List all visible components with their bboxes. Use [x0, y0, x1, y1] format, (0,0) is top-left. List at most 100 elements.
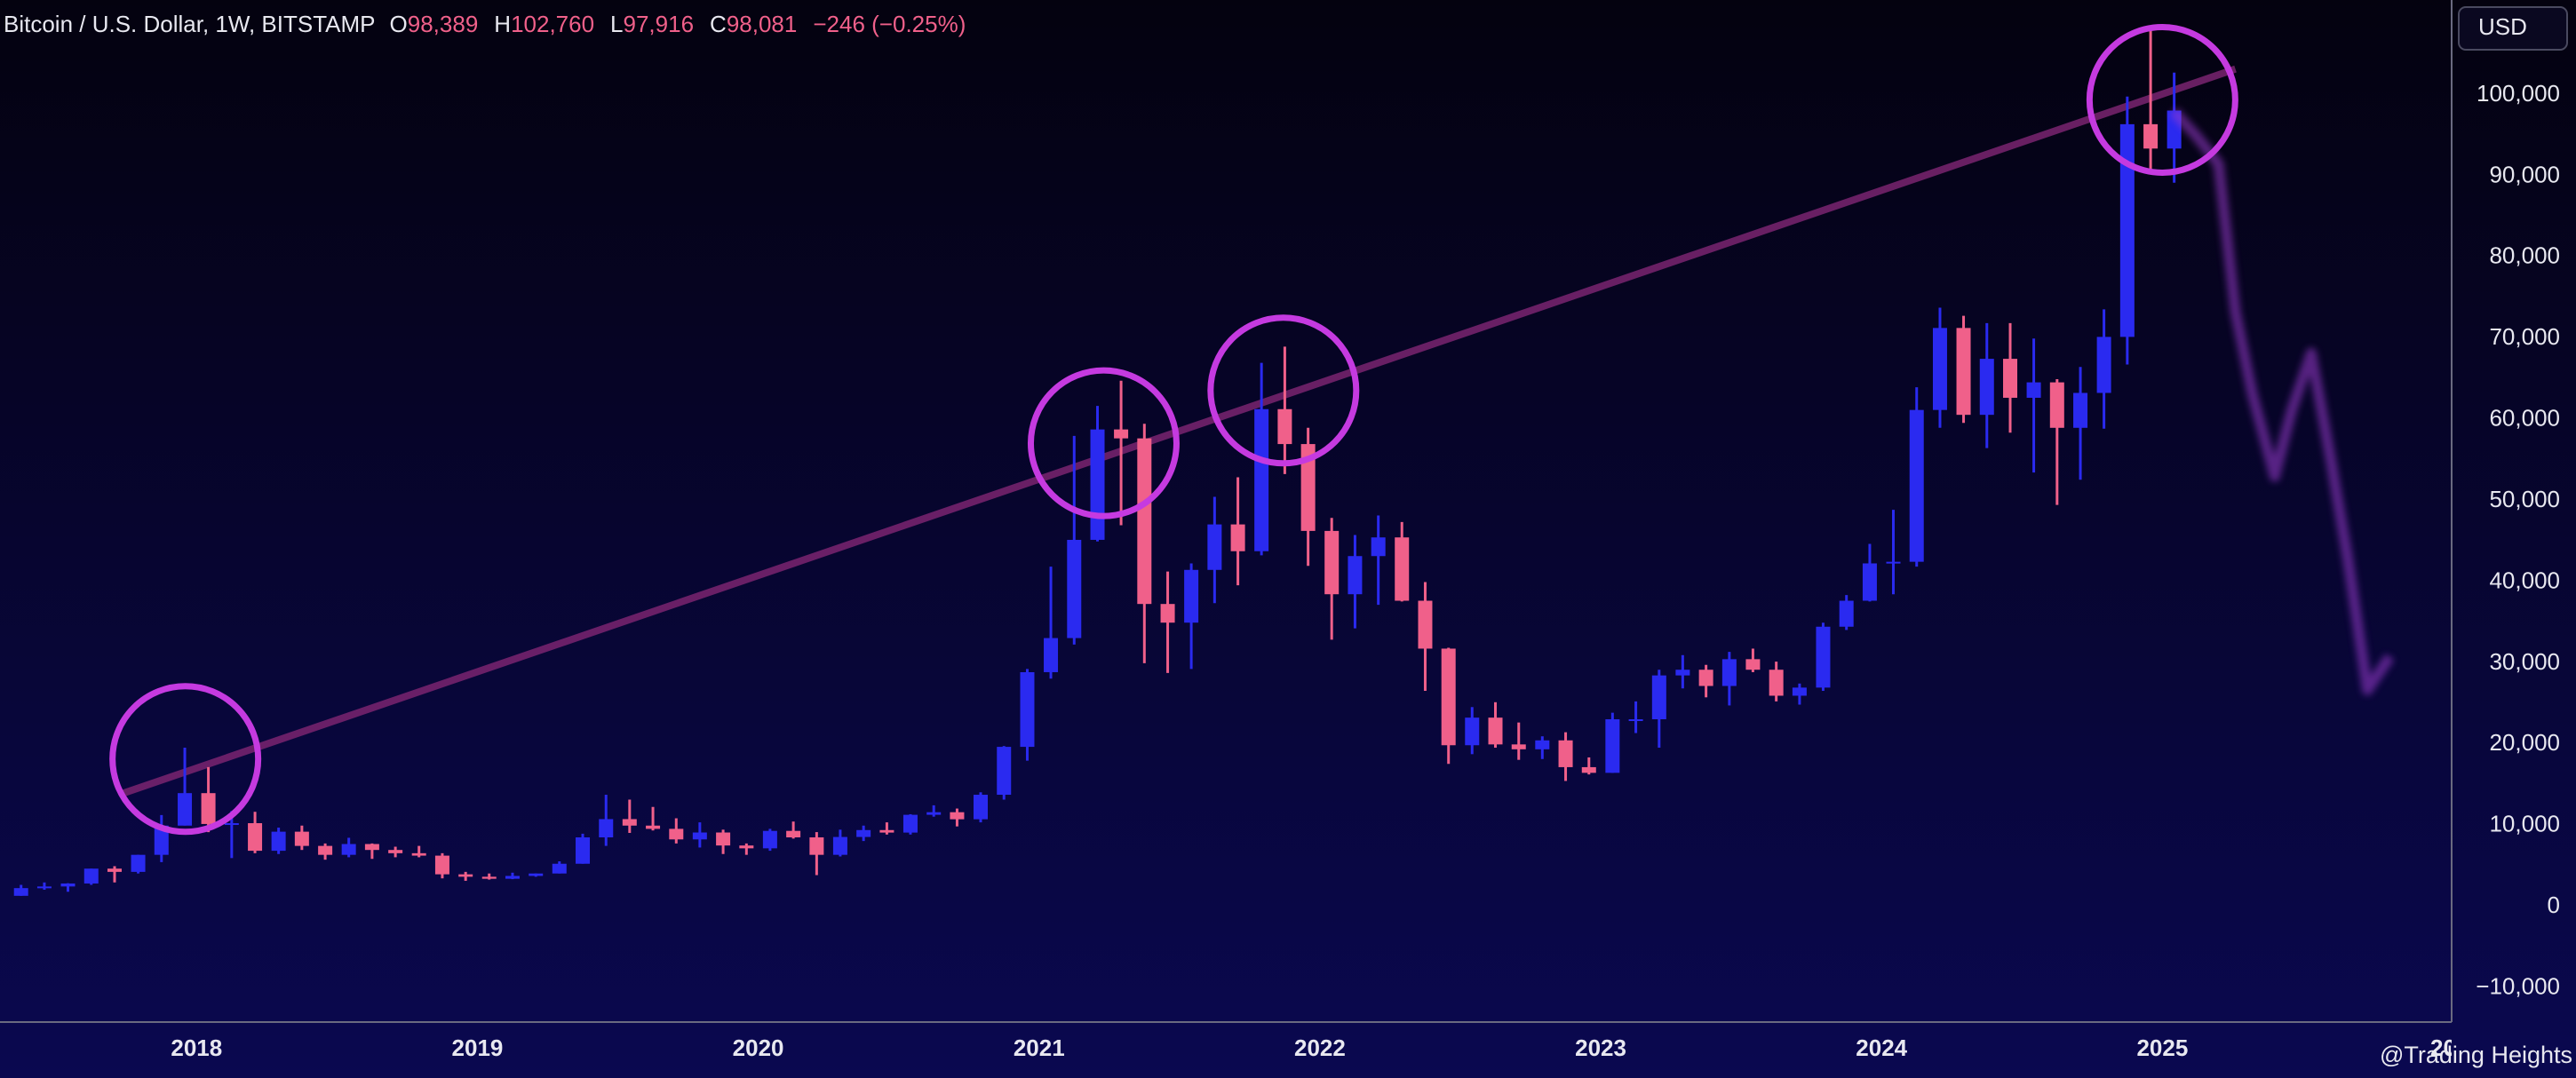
candle-body: [902, 814, 918, 833]
candle-body: [576, 837, 591, 864]
candle-body: [1909, 409, 1924, 562]
candle-body: [552, 863, 567, 874]
candle-body: [1488, 717, 1503, 745]
watermark: @Trading Heights: [2380, 1042, 2572, 1068]
candle-body: [83, 868, 99, 884]
candle-body: [739, 845, 754, 849]
candle-body: [2073, 392, 2088, 428]
header: Bitcoin / U.S. Dollar, 1W, BITSTAMP O98,3…: [4, 11, 966, 38]
symbol: Bitcoin / U.S. Dollar, 1W, BITSTAMP: [4, 11, 376, 37]
candle-body: [1137, 438, 1152, 605]
candle-body: [1114, 429, 1129, 439]
candle-body: [1932, 328, 1947, 410]
candle-body: [1277, 408, 1292, 445]
candle-body: [1956, 328, 1971, 416]
projection: [2169, 107, 2395, 696]
candle-body: [1160, 604, 1175, 623]
change: −246 (−0.25%): [813, 11, 966, 37]
candle-body: [1558, 740, 1573, 767]
candle-body: [1044, 638, 1059, 672]
candle-body: [1465, 717, 1480, 746]
axes: −10,000 0 10,000 20,000 30,000 40,000 50,000 60…: [2476, 80, 2560, 1000]
x-tick-label: 2019: [452, 1034, 504, 1061]
price-axis-panel: [2452, 0, 2576, 1078]
y-tick-label: 50,000: [2489, 486, 2560, 512]
candle-body: [1675, 670, 1690, 676]
candle-body: [1418, 600, 1433, 649]
candle-body: [1184, 569, 1199, 623]
candle-body: [1886, 561, 1901, 564]
candle-body: [762, 830, 777, 849]
candle-body: [1698, 670, 1713, 686]
x-tick-label: 2025: [2136, 1034, 2188, 1061]
candle-body: [1020, 671, 1035, 748]
y-tick-label: 90,000: [2489, 161, 2560, 187]
candle-body: [178, 793, 193, 826]
candle-body: [1371, 537, 1386, 557]
plot-area: 2018 2019 2020 2021 2022 2023 2024 2025 20: [13, 23, 2456, 1061]
y-tick-label: 70,000: [2489, 323, 2560, 350]
candle-body: [2026, 382, 2041, 398]
candle-body: [411, 852, 426, 856]
currency[interactable]: USD: [2478, 13, 2527, 40]
ohlc-label: L: [610, 11, 624, 37]
candle-body: [1535, 740, 1550, 749]
candle-body: [1324, 530, 1340, 595]
x-tick-label: 2020: [733, 1034, 784, 1061]
candle-body: [1745, 659, 1761, 670]
highlight-circle: [2086, 23, 2238, 176]
x-tick-label: 2018: [171, 1034, 222, 1061]
candle-body: [1441, 648, 1456, 746]
candle-body: [950, 812, 965, 820]
candle-body: [505, 876, 520, 879]
ohlc-label: H: [494, 11, 512, 37]
y-tick-label: 20,000: [2489, 729, 2560, 756]
candle-body: [646, 825, 661, 829]
ohlc-value: 98,081: [726, 11, 798, 37]
y-tick-label: −10,000: [2476, 972, 2560, 999]
highlight-circle: [109, 683, 262, 836]
candle-body: [809, 837, 824, 855]
candle-body: [786, 830, 801, 838]
candle-body: [1207, 524, 1222, 570]
candle-body: [926, 812, 942, 815]
candle-body: [1067, 539, 1082, 638]
candle-body: [364, 844, 379, 851]
ohlc: O98,389 H102,760 L97,916 C98,081: [390, 11, 814, 37]
candle-body: [1605, 718, 1620, 773]
ohlc-label: C: [710, 11, 727, 37]
candle-body: [1230, 524, 1245, 551]
candle-body: [1300, 444, 1316, 531]
candle-body: [997, 747, 1012, 796]
candle-body: [60, 883, 76, 887]
candle-body: [1395, 537, 1410, 601]
candle-body: [294, 831, 309, 846]
candle-body: [1862, 563, 1877, 601]
currency-box[interactable]: [2458, 6, 2568, 51]
candle-body: [341, 844, 356, 855]
ohlc-value: 102,760: [511, 11, 595, 37]
candle-body: [856, 829, 871, 837]
x-tick-label: 2022: [1294, 1034, 1346, 1061]
candle-body: [1348, 556, 1363, 595]
candle-body: [1628, 718, 1643, 721]
ohlc-label: O: [389, 11, 408, 37]
candle-body: [716, 832, 731, 846]
candle-body: [481, 876, 497, 879]
y-tick-label: 30,000: [2489, 648, 2560, 675]
candle-body: [1581, 766, 1596, 773]
y-tick-label: 100,000: [2477, 80, 2560, 107]
candle-body: [2143, 123, 2159, 149]
highlight-circle: [1207, 314, 1360, 467]
candle-body: [1769, 670, 1784, 696]
x-tick-label: 2024: [1856, 1034, 1907, 1061]
candle-body: [832, 836, 847, 855]
candle-body: [131, 854, 146, 872]
x-tick-label: 2023: [1575, 1034, 1626, 1061]
candle-body: [2119, 123, 2135, 337]
ohlc-value: 97,916: [623, 11, 695, 37]
candle-body: [36, 886, 52, 889]
candle-body: [622, 819, 637, 826]
candle-body: [1979, 359, 1994, 416]
